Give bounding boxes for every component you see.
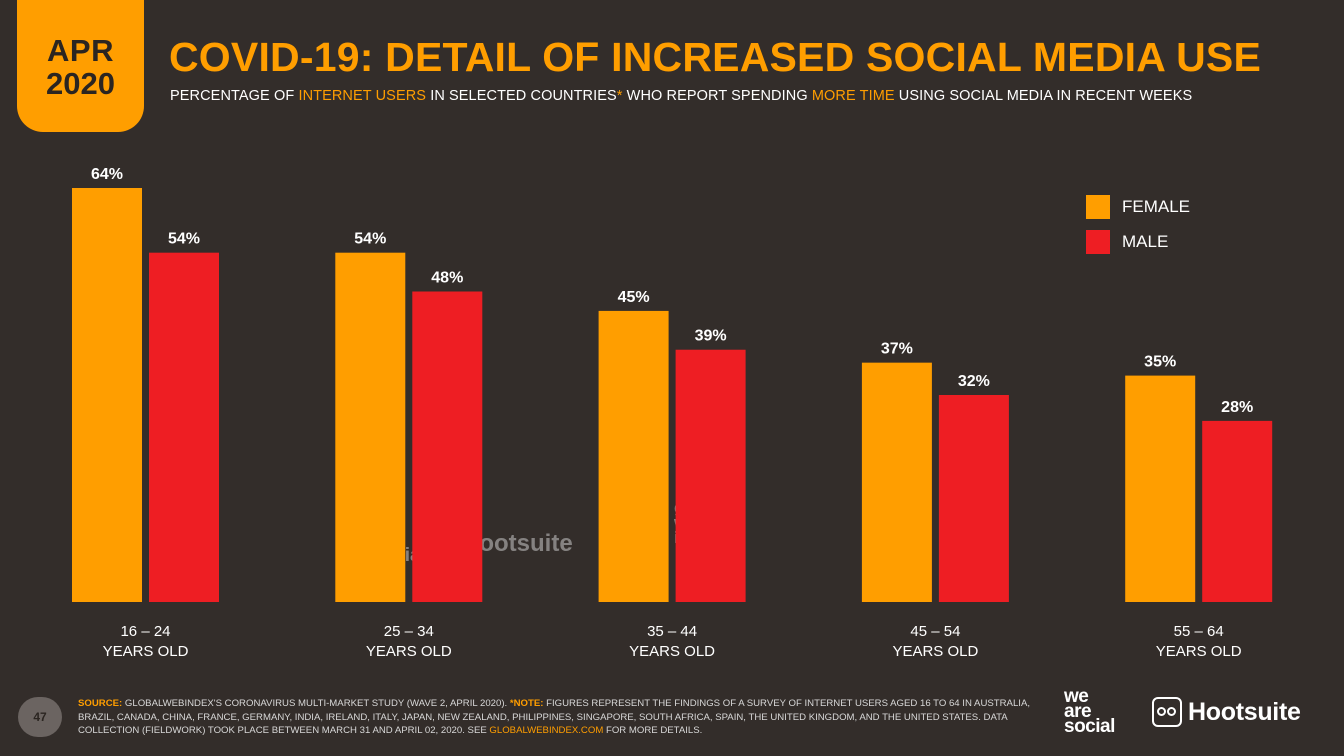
data-label-female-3: 37% (881, 341, 913, 358)
category-label-2-1: YEARS OLD (629, 643, 715, 660)
category-label-1-0: 25 – 34 (384, 623, 434, 640)
data-label-male-3: 32% (958, 373, 990, 390)
data-label-female-4: 35% (1144, 354, 1176, 371)
page-number: 47 (18, 697, 62, 737)
bar-female-1 (335, 252, 406, 602)
date-month: APR (47, 33, 114, 69)
category-label-1-1: YEARS OLD (366, 643, 452, 660)
hootsuite-logo-text: Hootsuite (1188, 697, 1301, 726)
data-label-female-1: 54% (354, 231, 386, 248)
legend-item-male: MALE (1086, 230, 1190, 254)
category-label-2-0: 35 – 44 (647, 623, 697, 640)
date-year: 2020 (46, 66, 115, 101)
category-label-3-1: YEARS OLD (892, 643, 978, 660)
category-label-0-1: YEARS OLD (103, 643, 189, 660)
bar-male-1 (412, 291, 483, 602)
data-label-female-2: 45% (618, 289, 650, 306)
data-label-female-0: 64% (91, 166, 123, 183)
wearesocial-logo: we are social (1064, 686, 1115, 737)
bar-male-2 (675, 349, 746, 602)
category-label-3-0: 45 – 54 (910, 623, 960, 640)
source-note: SOURCE: GLOBALWEBINDEX'S CORONAVIRUS MUL… (78, 698, 1031, 736)
bar-male-0 (149, 252, 219, 602)
data-label-male-2: 39% (695, 328, 727, 345)
page-subtitle: PERCENTAGE OF INTERNET USERS IN SELECTED… (170, 88, 1193, 104)
owl-icon (1152, 697, 1182, 727)
source-link[interactable]: GLOBALWEBINDEX.COM (489, 725, 604, 736)
bar-male-3 (938, 395, 1009, 602)
page-title: COVID-19: DETAIL OF INCREASED SOCIAL MED… (169, 34, 1262, 80)
category-label-0-0: 16 – 24 (120, 623, 170, 640)
bar-chart: 64% 54% 16 – 24 YEARS OLD 54% 48% 25 – 34 YEARS… (72, 166, 1273, 660)
bar-male-4 (1202, 420, 1273, 602)
data-label-male-1: 48% (431, 270, 463, 287)
category-label-4-1: YEARS OLD (1156, 643, 1242, 660)
legend-label-male: MALE (1122, 232, 1169, 251)
legend-swatch-female (1086, 195, 1110, 219)
data-label-male-0: 54% (168, 231, 200, 248)
legend-swatch-male (1086, 230, 1110, 254)
chart-legend: FEMALE MALE (1086, 195, 1190, 265)
legend-label-female: FEMALE (1122, 197, 1191, 216)
date-badge: APR 2020 (17, 0, 144, 132)
data-label-male-4: 28% (1221, 399, 1253, 416)
bar-female-0 (72, 188, 142, 602)
bar-female-4 (1125, 375, 1196, 602)
category-label-4-0: 55 – 64 (1174, 623, 1224, 640)
hootsuite-logo: Hootsuite (1152, 697, 1301, 727)
legend-item-female: FEMALE (1086, 195, 1190, 219)
bar-female-3 (861, 362, 932, 602)
bar-female-2 (598, 310, 669, 602)
